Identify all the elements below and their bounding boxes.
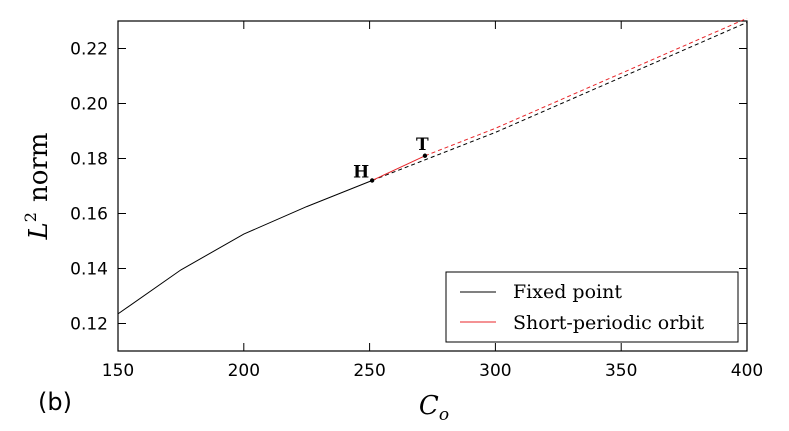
legend: Fixed point Short-periodic orbit [445, 271, 739, 343]
tick-group: 150 200 250 300 350 400 0.12 0.14 0.16 0.18 0.20 0.… [70, 21, 763, 381]
x-tick-label: 350 [605, 361, 637, 381]
legend-label-short-periodic-orbit: Short-periodic orbit [513, 312, 705, 334]
series-line-0 [117, 180, 373, 315]
y-tick-label: 0.16 [70, 205, 108, 225]
y-tick-label: 0.18 [70, 150, 108, 170]
plot-frame [117, 20, 748, 352]
x-tick-label: 300 [479, 361, 511, 381]
x-tick-label: 400 [731, 361, 763, 381]
series-line-2 [371, 155, 426, 181]
legend-box [445, 271, 739, 343]
y-tick-label: 0.12 [70, 315, 108, 335]
y-tick-label: 0.20 [70, 95, 108, 115]
annotation-point-h [369, 178, 375, 183]
x-axis-title: Co [419, 391, 449, 425]
series-line-3 [424, 17, 748, 157]
series-layer [117, 17, 748, 315]
annotation-layer: HT [353, 135, 429, 183]
series-line-1 [371, 21, 748, 181]
x-tick-label: 200 [228, 361, 260, 381]
legend-label-fixed-point: Fixed point [513, 281, 622, 303]
annotation-point-t [422, 153, 428, 158]
y-tick-label: 0.22 [70, 40, 108, 60]
y-axis-title: L2norm [21, 133, 54, 241]
x-tick-label: 250 [353, 361, 385, 381]
panel-label: (b) [38, 388, 72, 416]
annotation-label-h: H [353, 163, 369, 183]
x-tick-label: 150 [102, 361, 134, 381]
annotation-label-t: T [416, 135, 429, 155]
y-tick-label: 0.14 [70, 260, 108, 280]
